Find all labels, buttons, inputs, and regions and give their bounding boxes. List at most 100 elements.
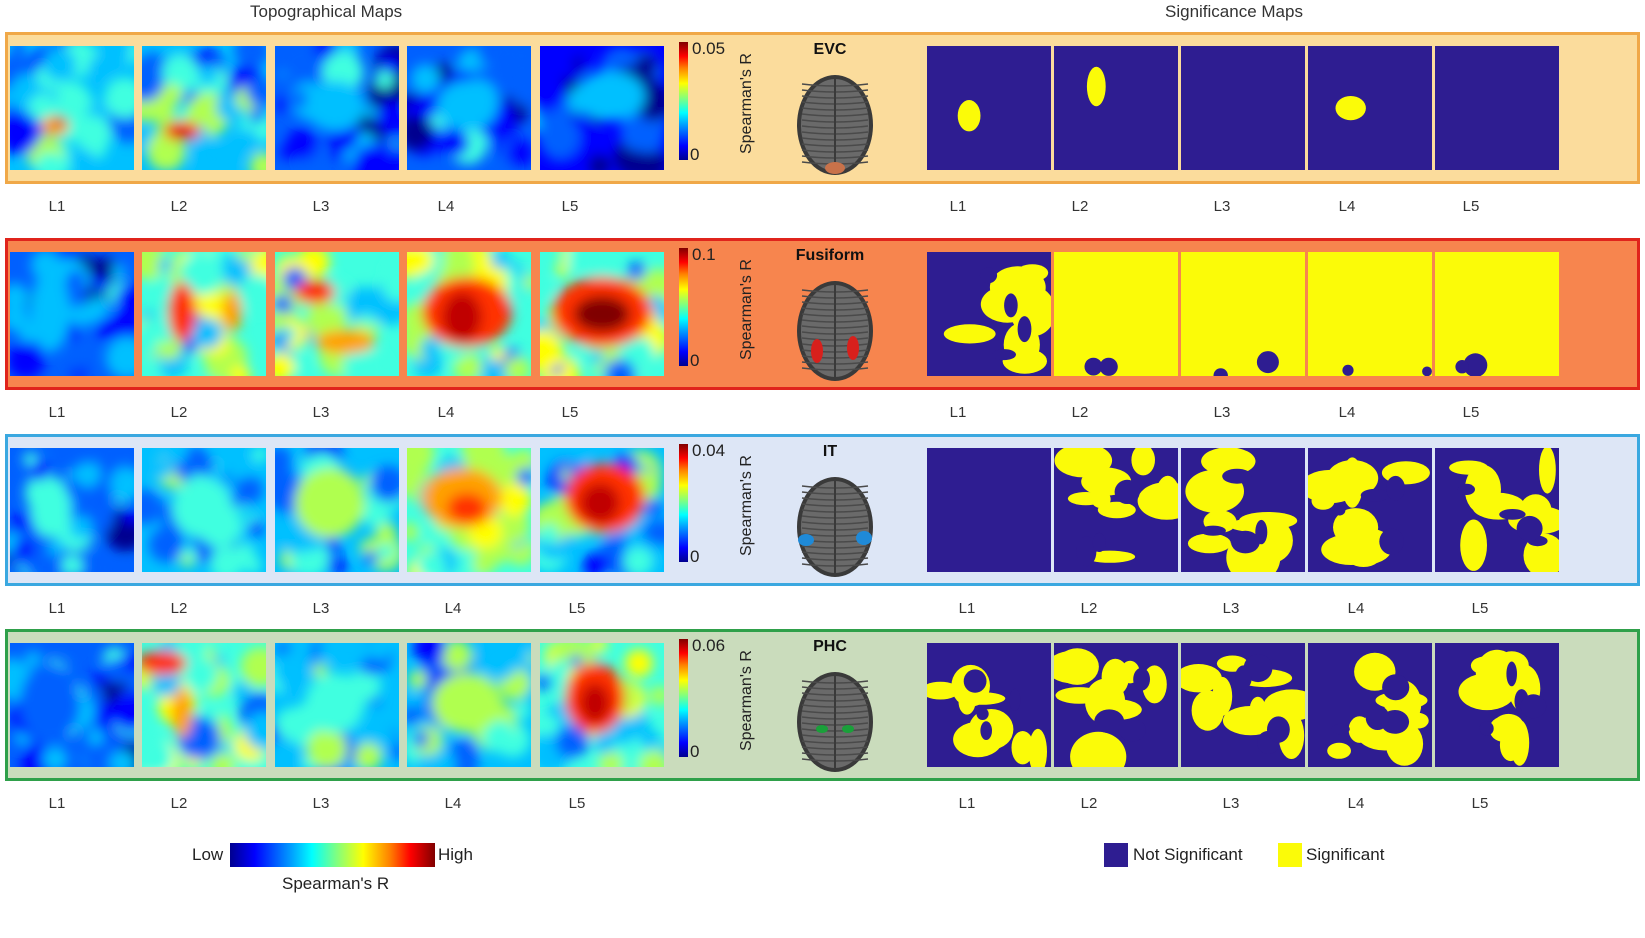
significance-map-evc-l1: [927, 46, 1051, 170]
significance-map-it-l5: [1435, 448, 1559, 572]
significance-layer-label: L4: [1336, 600, 1376, 617]
topo-map-it-l4: [407, 448, 531, 572]
topo-map-evc-l1: [10, 46, 134, 170]
topo-layer-label: L3: [301, 795, 341, 812]
region-name: PHC: [770, 638, 890, 656]
topo-layer-label: L4: [426, 404, 466, 421]
significance-map-it-l1: [927, 448, 1051, 572]
topo-layer-label: L1: [37, 600, 77, 617]
topo-map-phc-l3: [275, 643, 399, 767]
significance-map-fusiform-l2: [1054, 252, 1178, 376]
region-name: IT: [770, 443, 890, 461]
significance-layer-label: L1: [938, 404, 978, 421]
topo-map-it-l3: [275, 448, 399, 572]
topo-layer-label: L1: [37, 404, 77, 421]
significance-layer-label: L5: [1451, 404, 1491, 421]
legend-low-label: Low: [192, 845, 223, 865]
significance-layer-label: L2: [1069, 600, 1109, 617]
significant-label: Significant: [1306, 845, 1384, 865]
significance-map-evc-l3: [1181, 46, 1305, 170]
significance-map-it-l2: [1054, 448, 1178, 572]
significance-map-fusiform-l4: [1308, 252, 1432, 376]
topo-map-fusiform-l5: [540, 252, 664, 376]
topo-map-fusiform-l3: [275, 252, 399, 376]
topo-layer-label: L2: [159, 198, 199, 215]
legend-high-label: High: [438, 845, 473, 865]
colorbar-min-label: 0: [690, 351, 699, 371]
topo-layer-label: L2: [159, 600, 199, 617]
significance-layer-label: L1: [947, 795, 987, 812]
topo-map-it-l2: [142, 448, 266, 572]
brain-icon: [790, 276, 880, 386]
colorbar-it: [679, 444, 688, 562]
topo-map-fusiform-l4: [407, 252, 531, 376]
colorbar-min-label: 0: [690, 742, 699, 762]
significance-map-evc-l2: [1054, 46, 1178, 170]
significance-map-fusiform-l5: [1435, 252, 1559, 376]
significance-map-evc-l5: [1435, 46, 1559, 170]
significance-layer-label: L5: [1460, 795, 1500, 812]
colorbar-max-label: 0.04: [692, 441, 725, 461]
significance-layer-label: L2: [1060, 198, 1100, 215]
significance-map-phc-l5: [1435, 643, 1559, 767]
colorbar-evc: [679, 42, 688, 160]
topo-layer-label: L5: [550, 198, 590, 215]
topo-layer-label: L3: [301, 600, 341, 617]
significance-layer-label: L1: [947, 600, 987, 617]
topo-map-phc-l2: [142, 643, 266, 767]
significance-map-phc-l3: [1181, 643, 1305, 767]
colorbar-phc: [679, 639, 688, 757]
topographical-maps-header: Topographical Maps: [250, 2, 402, 22]
significance-map-fusiform-l3: [1181, 252, 1305, 376]
topo-map-evc-l4: [407, 46, 531, 170]
spearman-colorbar-legend: [230, 843, 435, 867]
topo-layer-label: L3: [301, 198, 341, 215]
topo-map-evc-l2: [142, 46, 266, 170]
colorbar-max-label: 0.05: [692, 39, 725, 59]
significance-layer-label: L4: [1336, 795, 1376, 812]
significance-layer-label: L3: [1211, 795, 1251, 812]
significance-map-phc-l2: [1054, 643, 1178, 767]
significance-map-it-l4: [1308, 448, 1432, 572]
significance-layer-label: L4: [1327, 198, 1367, 215]
topo-layer-label: L5: [557, 795, 597, 812]
significance-layer-label: L4: [1327, 404, 1367, 421]
region-name: EVC: [770, 41, 890, 59]
topo-layer-label: L5: [550, 404, 590, 421]
significance-map-fusiform-l1: [927, 252, 1051, 376]
significance-layer-label: L2: [1060, 404, 1100, 421]
topo-map-evc-l3: [275, 46, 399, 170]
significance-layer-label: L5: [1451, 198, 1491, 215]
region-name: Fusiform: [770, 247, 890, 265]
topo-map-phc-l4: [407, 643, 531, 767]
topo-map-evc-l5: [540, 46, 664, 170]
topo-layer-label: L4: [426, 198, 466, 215]
colorbar-min-label: 0: [690, 547, 699, 567]
not-significant-swatch: [1104, 843, 1128, 867]
significance-layer-label: L3: [1202, 404, 1242, 421]
topo-layer-label: L5: [557, 600, 597, 617]
topo-layer-label: L1: [37, 795, 77, 812]
topo-layer-label: L3: [301, 404, 341, 421]
brain-icon: [790, 472, 880, 582]
significance-map-phc-l1: [927, 643, 1051, 767]
significance-layer-label: L5: [1460, 600, 1500, 617]
topo-map-phc-l5: [540, 643, 664, 767]
significance-layer-label: L2: [1069, 795, 1109, 812]
significance-map-it-l3: [1181, 448, 1305, 572]
colorbar-max-label: 0.06: [692, 636, 725, 656]
colorbar-fusiform: [679, 248, 688, 366]
topo-map-phc-l1: [10, 643, 134, 767]
significance-layer-label: L3: [1202, 198, 1242, 215]
colorbar-axis-label: Spearman's R: [738, 650, 756, 751]
significance-layer-label: L3: [1211, 600, 1251, 617]
topo-layer-label: L2: [159, 404, 199, 421]
colorbar-axis-label: Spearman's R: [738, 53, 756, 154]
topo-map-it-l1: [10, 448, 134, 572]
colorbar-axis-label: Spearman's R: [738, 259, 756, 360]
not-significant-label: Not Significant: [1133, 845, 1243, 865]
significance-maps-header: Significance Maps: [1165, 2, 1303, 22]
significance-layer-label: L1: [938, 198, 978, 215]
colorbar-axis-label: Spearman's R: [738, 455, 756, 556]
colorbar-max-label: 0.1: [692, 245, 716, 265]
